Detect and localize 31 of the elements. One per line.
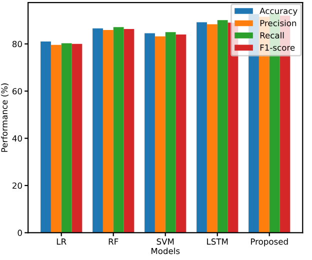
bar [144, 33, 155, 233]
bar [206, 24, 218, 233]
y-tick-label: 20 [12, 182, 22, 189]
bar [196, 22, 207, 233]
bar [217, 20, 228, 233]
y-axis-title: Performance (%) [1, 83, 9, 152]
bar [50, 44, 62, 233]
bar [72, 44, 82, 233]
x-tick-label: RF [108, 238, 118, 245]
x-tick-label: LR [56, 238, 66, 245]
bar [40, 42, 51, 233]
y-tick-label: 0 [18, 230, 22, 236]
bar [154, 36, 166, 233]
legend-label: F1-score [260, 44, 295, 51]
bar [124, 29, 134, 233]
x-tick-label: Proposed [250, 238, 288, 246]
legend-label: Accuracy [260, 8, 298, 16]
bar [176, 34, 186, 233]
bar [165, 32, 176, 233]
y-tick-label: 40 [12, 135, 22, 142]
y-tick-label: 60 [12, 88, 22, 94]
y-tick-label: 80 [12, 40, 22, 48]
legend-label: Recall [260, 32, 284, 39]
bar [61, 43, 72, 233]
bar [113, 27, 124, 233]
x-axis-title: Models [151, 248, 180, 254]
x-tick-label: SVM [156, 238, 174, 245]
bar [102, 30, 114, 233]
x-tick-label: LSTM [207, 238, 228, 245]
bar [92, 28, 103, 233]
legend-label: Precision [260, 20, 296, 26]
